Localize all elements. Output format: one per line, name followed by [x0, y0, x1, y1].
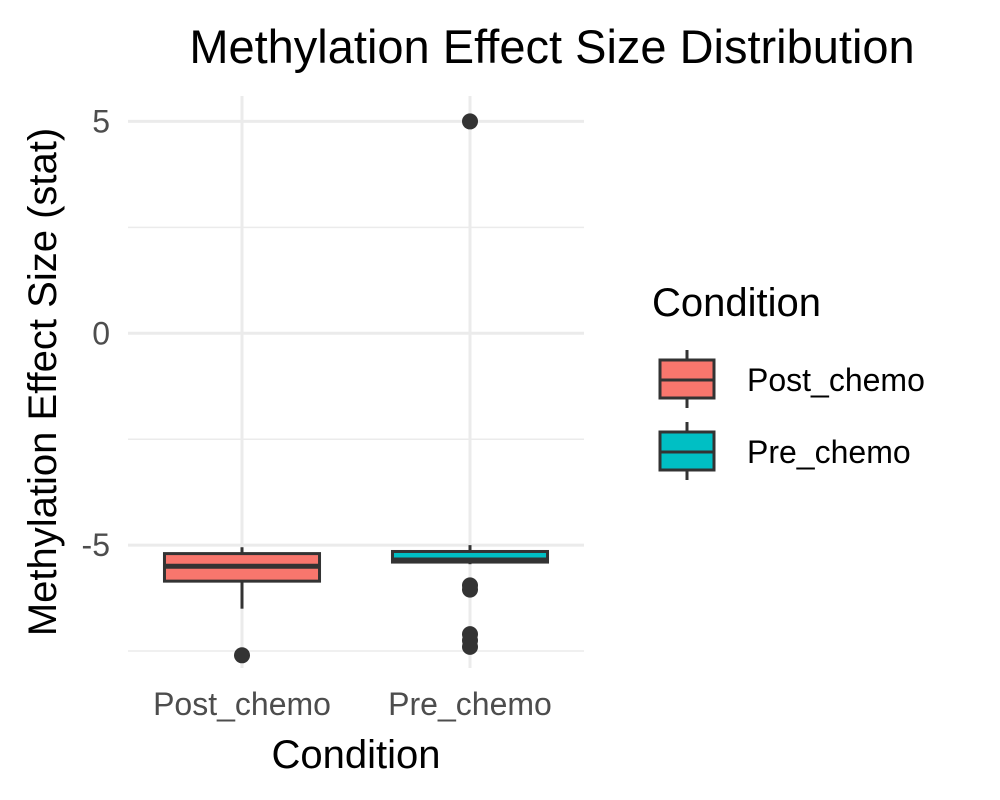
- y-axis-tick-labels: -5 0 5: [82, 103, 110, 563]
- box-layer: [162, 113, 550, 664]
- box-post-chemo: [162, 547, 322, 664]
- legend: Condition Post_chemo Pre_chemo: [652, 281, 925, 480]
- x-tick-label: Pre_chemo: [388, 686, 552, 722]
- x-tick-label: Post_chemo: [153, 686, 331, 722]
- major-gridlines: [128, 96, 584, 668]
- outlier-point: [462, 581, 478, 598]
- legend-items: Post_chemo Pre_chemo: [658, 350, 925, 480]
- y-tick-label: -5: [82, 527, 110, 563]
- x-axis-title: Condition: [271, 733, 440, 777]
- box-pre-chemo: [390, 113, 550, 655]
- legend-item: Post_chemo: [658, 350, 925, 408]
- outlier-point: [462, 113, 478, 130]
- y-axis-title: Methylation Effect Size (stat): [21, 128, 65, 636]
- outlier-point: [462, 638, 478, 655]
- x-axis-tick-labels: Post_chemo Pre_chemo: [153, 686, 552, 722]
- outlier-point: [234, 647, 250, 664]
- legend-label: Pre_chemo: [747, 434, 911, 470]
- legend-title: Condition: [652, 281, 821, 325]
- y-tick-label: 5: [92, 103, 110, 139]
- y-tick-label: 0: [92, 315, 110, 351]
- legend-label: Post_chemo: [747, 362, 925, 398]
- chart-title: Methylation Effect Size Distribution: [189, 20, 914, 73]
- minor-gridlines: [128, 226, 584, 652]
- legend-item: Pre_chemo: [658, 422, 911, 480]
